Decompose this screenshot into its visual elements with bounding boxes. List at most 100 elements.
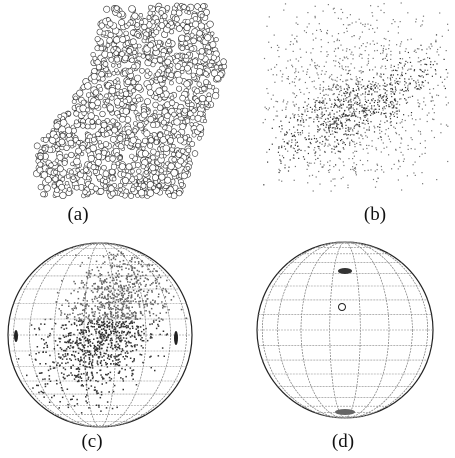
point [393,70,394,71]
point [126,275,128,277]
point [97,322,99,324]
point [62,325,64,327]
point [333,85,334,86]
atom [49,163,54,168]
point [99,324,101,326]
point [357,102,358,103]
point [295,71,296,72]
point [383,96,384,97]
point [107,298,109,300]
point [109,329,111,331]
point [110,316,112,318]
point [273,119,274,120]
point [274,35,275,36]
point [114,306,116,308]
point [84,293,86,295]
point [142,362,144,364]
point [314,163,315,164]
point [356,79,357,80]
point [295,142,296,143]
point [390,82,391,83]
point [103,321,105,323]
point [354,120,355,121]
point [354,67,355,68]
point [408,149,409,150]
atom [135,162,140,167]
point [41,338,43,340]
point [125,317,127,319]
point [98,405,100,407]
atom [119,188,123,192]
point [417,48,418,49]
point [289,141,290,142]
point [130,351,132,353]
point [65,363,67,365]
point [337,40,338,41]
point [121,302,123,304]
point [379,85,380,86]
point [307,182,308,183]
atom [129,5,136,12]
point [342,50,343,51]
point [321,136,322,137]
point [384,122,385,123]
point [149,311,151,313]
point [142,300,144,302]
point [408,145,409,146]
atom [65,181,69,185]
point [126,307,128,309]
point [117,275,119,277]
point [93,283,95,285]
atom [185,36,190,41]
point [369,29,370,30]
point [102,344,104,346]
point [123,291,125,293]
point [350,169,351,170]
point [315,109,316,110]
atom [140,68,145,73]
point [421,75,422,76]
atom [187,11,191,15]
point [113,278,115,280]
point [355,97,356,98]
point [425,153,426,154]
point [326,56,327,57]
point [138,280,140,282]
point [153,313,155,315]
atom [95,132,100,137]
point [101,394,103,396]
point [106,289,108,291]
point [119,291,121,293]
point [344,57,345,58]
point [378,138,379,139]
point [309,117,310,118]
point [359,56,360,57]
point [297,132,298,133]
point [349,114,350,115]
point [380,53,381,54]
point [112,297,114,299]
point [274,82,275,83]
point [124,324,126,326]
point [112,262,114,264]
point [128,308,130,310]
point [338,18,339,19]
point [391,96,392,97]
point [384,148,385,149]
point [296,76,297,77]
point [43,396,45,398]
point [348,70,349,71]
point [129,323,131,325]
point [324,151,325,152]
atom [128,69,133,74]
point [107,401,109,403]
point [280,121,281,122]
point [94,346,96,348]
point [298,72,299,73]
point [360,94,361,95]
point [432,108,433,109]
point [114,289,116,291]
atom [141,165,145,169]
point [117,343,119,345]
atom [130,105,136,111]
